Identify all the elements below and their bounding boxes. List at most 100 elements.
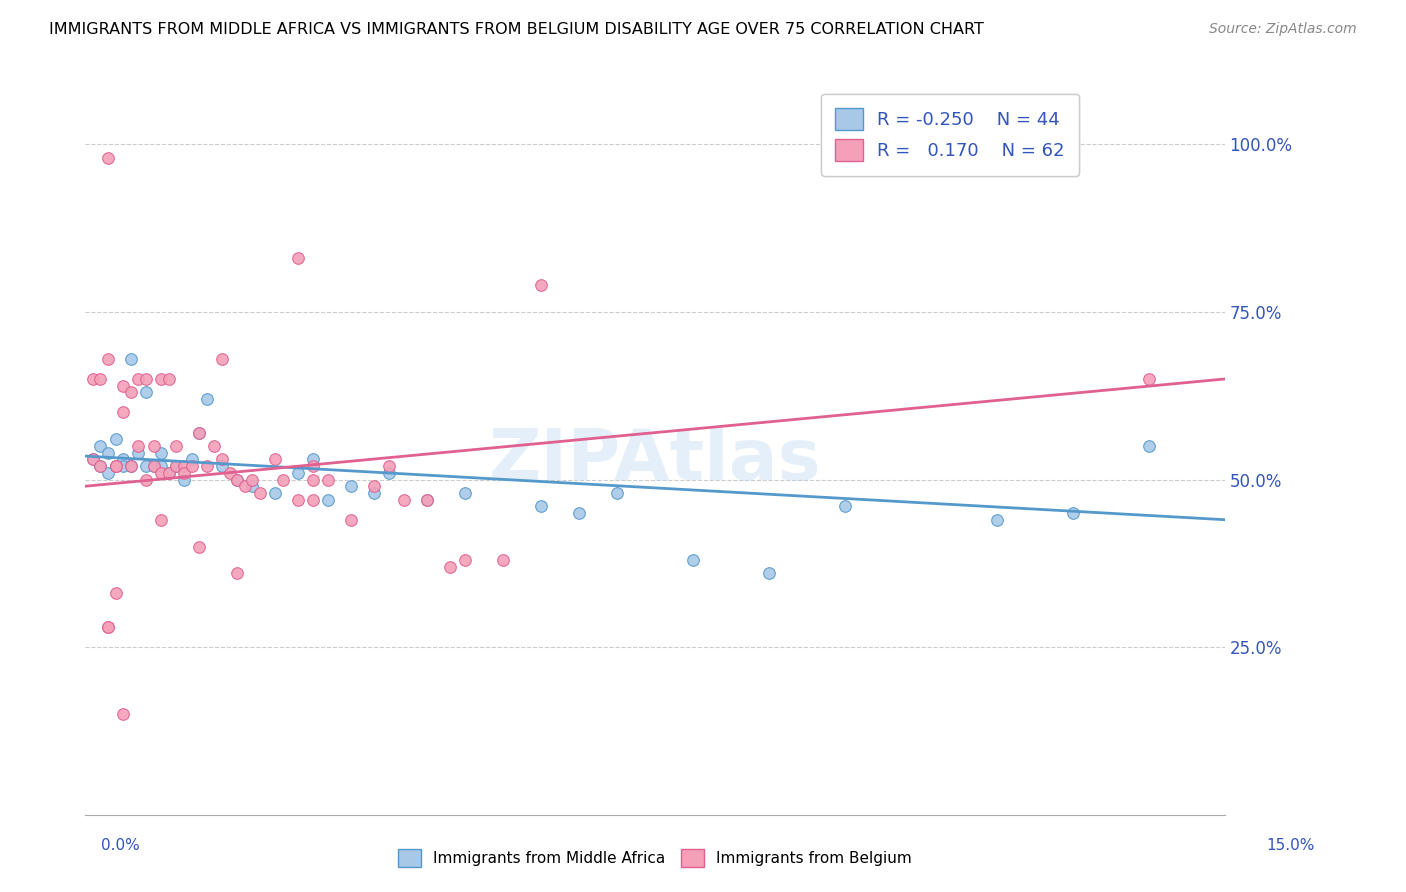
Point bbox=[97, 466, 120, 480]
Point bbox=[530, 500, 553, 514]
Point bbox=[233, 479, 256, 493]
Text: 15.0%: 15.0% bbox=[1267, 838, 1315, 853]
Point bbox=[150, 459, 173, 474]
Point bbox=[271, 473, 294, 487]
Point bbox=[439, 559, 461, 574]
Point bbox=[287, 466, 309, 480]
Point bbox=[112, 706, 135, 721]
Point bbox=[378, 466, 401, 480]
Point bbox=[97, 620, 120, 634]
Point bbox=[150, 466, 173, 480]
Point bbox=[211, 452, 233, 467]
Point bbox=[340, 513, 363, 527]
Point bbox=[416, 492, 439, 507]
Point bbox=[135, 459, 157, 474]
Point bbox=[530, 278, 553, 293]
Point bbox=[180, 452, 202, 467]
Point bbox=[378, 459, 401, 474]
Point bbox=[89, 459, 111, 474]
Point bbox=[1137, 439, 1160, 453]
Legend: R = -0.250    N = 44, R =   0.170    N = 62: R = -0.250 N = 44, R = 0.170 N = 62 bbox=[821, 94, 1078, 176]
Point bbox=[104, 459, 127, 474]
Point bbox=[135, 372, 157, 386]
Point bbox=[97, 446, 120, 460]
Point bbox=[188, 540, 211, 554]
Point bbox=[173, 473, 195, 487]
Point bbox=[249, 486, 271, 500]
Point bbox=[127, 439, 149, 453]
Point bbox=[112, 378, 135, 392]
Point bbox=[454, 486, 477, 500]
Point bbox=[150, 372, 173, 386]
Point bbox=[120, 351, 142, 366]
Point bbox=[127, 372, 149, 386]
Point bbox=[242, 479, 264, 493]
Point bbox=[1137, 372, 1160, 386]
Point bbox=[606, 486, 628, 500]
Point bbox=[318, 492, 340, 507]
Point bbox=[166, 439, 188, 453]
Point bbox=[120, 459, 142, 474]
Point bbox=[302, 459, 325, 474]
Point bbox=[394, 492, 416, 507]
Point bbox=[318, 473, 340, 487]
Point bbox=[492, 553, 515, 567]
Point bbox=[166, 459, 188, 474]
Point bbox=[173, 466, 195, 480]
Point bbox=[157, 466, 180, 480]
Point bbox=[226, 566, 249, 581]
Point bbox=[188, 425, 211, 440]
Point bbox=[1062, 506, 1084, 520]
Point bbox=[82, 372, 104, 386]
Point bbox=[226, 473, 249, 487]
Point bbox=[89, 372, 111, 386]
Point bbox=[89, 459, 111, 474]
Point bbox=[142, 459, 165, 474]
Point bbox=[112, 459, 135, 474]
Text: 0.0%: 0.0% bbox=[101, 838, 141, 853]
Point bbox=[150, 513, 173, 527]
Point bbox=[834, 500, 856, 514]
Point bbox=[242, 473, 264, 487]
Point bbox=[287, 252, 309, 266]
Point bbox=[211, 459, 233, 474]
Point bbox=[82, 452, 104, 467]
Point bbox=[758, 566, 780, 581]
Point bbox=[135, 385, 157, 400]
Point bbox=[287, 492, 309, 507]
Point bbox=[135, 473, 157, 487]
Point bbox=[157, 372, 180, 386]
Point bbox=[150, 446, 173, 460]
Point bbox=[211, 351, 233, 366]
Point bbox=[97, 151, 120, 165]
Point bbox=[97, 620, 120, 634]
Point bbox=[127, 446, 149, 460]
Point bbox=[340, 479, 363, 493]
Point bbox=[188, 425, 211, 440]
Point bbox=[568, 506, 591, 520]
Point bbox=[112, 452, 135, 467]
Point bbox=[195, 392, 218, 406]
Point bbox=[204, 439, 226, 453]
Point bbox=[166, 459, 188, 474]
Point bbox=[363, 479, 385, 493]
Point bbox=[142, 439, 165, 453]
Point bbox=[82, 452, 104, 467]
Point bbox=[302, 452, 325, 467]
Point bbox=[226, 473, 249, 487]
Point bbox=[454, 553, 477, 567]
Point bbox=[142, 459, 165, 474]
Point bbox=[218, 466, 240, 480]
Text: ZIPAtlas: ZIPAtlas bbox=[489, 426, 821, 495]
Point bbox=[363, 486, 385, 500]
Point bbox=[104, 586, 127, 600]
Point bbox=[264, 486, 287, 500]
Point bbox=[157, 466, 180, 480]
Point bbox=[104, 459, 127, 474]
Point bbox=[120, 385, 142, 400]
Point bbox=[264, 452, 287, 467]
Point bbox=[195, 459, 218, 474]
Point bbox=[682, 553, 704, 567]
Text: IMMIGRANTS FROM MIDDLE AFRICA VS IMMIGRANTS FROM BELGIUM DISABILITY AGE OVER 75 : IMMIGRANTS FROM MIDDLE AFRICA VS IMMIGRA… bbox=[49, 22, 984, 37]
Text: Source: ZipAtlas.com: Source: ZipAtlas.com bbox=[1209, 22, 1357, 37]
